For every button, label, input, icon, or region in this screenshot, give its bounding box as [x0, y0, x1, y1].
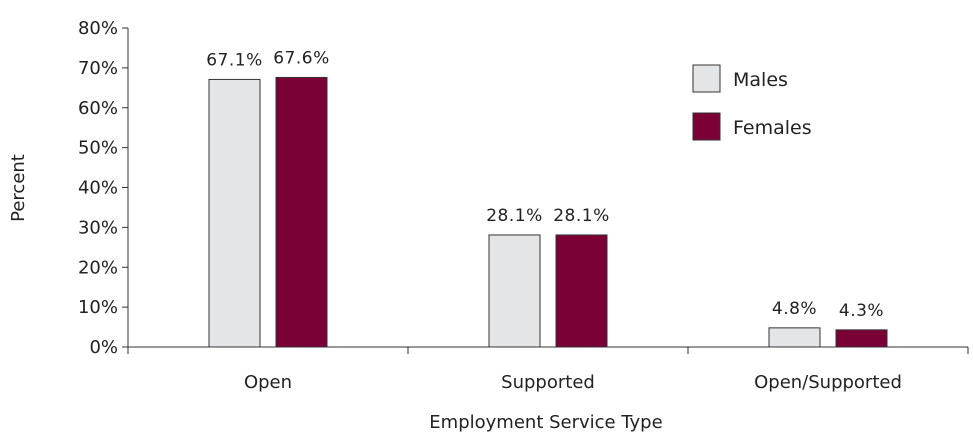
- y-tick-label: 0%: [89, 337, 118, 358]
- bar-females-0: [275, 76, 328, 348]
- y-tick-label: 50%: [78, 138, 118, 159]
- bar-females-2: [835, 329, 888, 348]
- legend-label-females: Females: [733, 117, 812, 139]
- y-tick-label: 30%: [78, 217, 118, 238]
- data-label: 67.1%: [206, 50, 263, 70]
- bar-males-1: [488, 234, 541, 348]
- legend: Males Females: [692, 64, 812, 141]
- x-category-label: Open: [244, 372, 292, 393]
- y-tick-label: 60%: [78, 98, 118, 119]
- bar-males-2: [768, 327, 821, 348]
- bar-males-0: [208, 78, 261, 348]
- x-axis-title: Employment Service Type: [429, 412, 662, 433]
- legend-swatch-females: [692, 112, 721, 141]
- data-label: 67.6%: [273, 48, 330, 68]
- legend-swatch-males: [692, 64, 721, 93]
- x-category-label: Open/Supported: [754, 372, 902, 393]
- data-label: 4.8%: [772, 299, 817, 319]
- x-axis: Open Supported Open/Supported: [127, 346, 969, 393]
- data-label: 28.1%: [486, 206, 543, 226]
- data-label: 4.3%: [839, 301, 884, 321]
- y-tick-label: 20%: [78, 257, 118, 278]
- y-tick-label: 10%: [78, 297, 118, 318]
- y-tick-label: 80%: [78, 18, 118, 39]
- bars: 67.1% 67.6% 28.1% 28.1% 4.8% 4.3%: [206, 48, 888, 348]
- y-tick-label: 40%: [78, 178, 118, 199]
- y-axis: 0% 10% 20% 30% 40% 50% 60% 70% 80%: [78, 18, 129, 358]
- y-tick-label: 70%: [78, 58, 118, 79]
- x-category-label: Supported: [501, 372, 595, 393]
- legend-label-males: Males: [733, 69, 788, 91]
- y-axis-title: Percent: [8, 154, 29, 222]
- bar-females-1: [555, 234, 608, 348]
- data-label: 28.1%: [553, 206, 610, 226]
